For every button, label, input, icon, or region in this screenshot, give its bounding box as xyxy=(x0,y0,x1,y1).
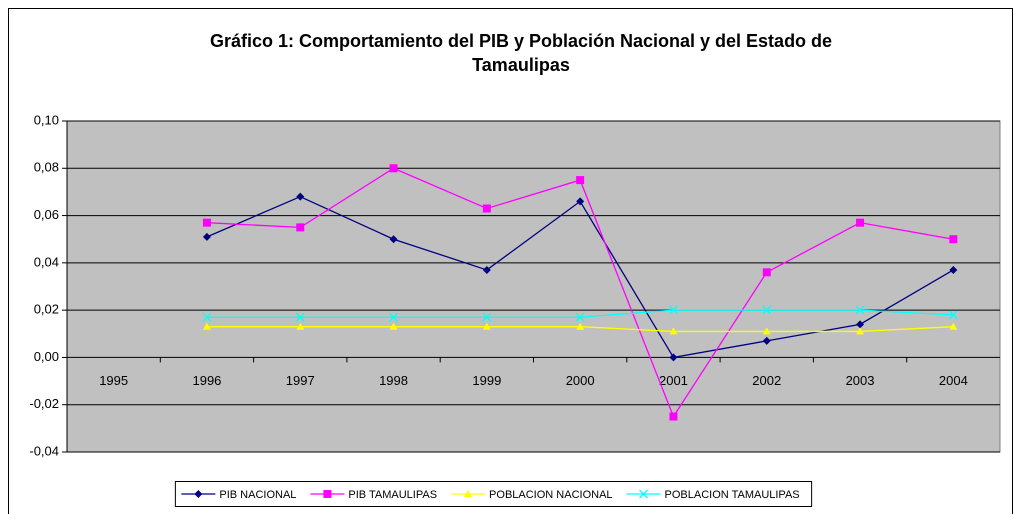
x-tick-label: 1996 xyxy=(192,373,221,388)
marker xyxy=(576,197,585,206)
marker xyxy=(668,305,678,315)
legend-box xyxy=(174,481,813,507)
y-tick-label: -0,02 xyxy=(29,396,59,411)
legend-label: PIB NACIONAL xyxy=(219,489,296,501)
marker xyxy=(295,312,305,322)
marker xyxy=(856,327,865,335)
marker xyxy=(576,322,585,330)
y-tick-label: 0,10 xyxy=(34,112,59,127)
marker xyxy=(949,265,958,274)
x-tick-label: 1999 xyxy=(472,373,501,388)
marker xyxy=(855,305,865,315)
marker xyxy=(949,235,958,244)
marker xyxy=(856,218,865,227)
x-tick-label: 2000 xyxy=(566,373,595,388)
marker xyxy=(762,305,772,315)
marker xyxy=(482,265,491,274)
legend-label: POBLACION TAMAULIPAS xyxy=(665,489,800,501)
chart-title: Gráfico 1: Comportamiento del PIB y Pobl… xyxy=(210,31,832,51)
marker xyxy=(482,322,491,330)
y-tick-label: 0,02 xyxy=(34,302,59,317)
marker xyxy=(639,489,648,499)
marker xyxy=(296,223,305,232)
plot-area xyxy=(66,120,1001,453)
marker xyxy=(762,327,771,335)
marker xyxy=(762,268,771,277)
legend-label: PIB TAMAULIPAS xyxy=(348,489,437,501)
x-tick-label: 2004 xyxy=(939,373,968,388)
marker xyxy=(948,310,958,320)
marker xyxy=(762,336,771,345)
marker xyxy=(323,490,332,498)
marker xyxy=(669,327,678,335)
marker xyxy=(949,322,958,330)
x-tick-label: 1995 xyxy=(99,373,128,388)
marker xyxy=(482,312,492,322)
marker xyxy=(202,218,211,227)
marker xyxy=(389,235,398,244)
legend: PIB NACIONAL PIB TAMAULIPAS POBLACION NACI… xyxy=(174,481,813,507)
marker xyxy=(669,353,678,362)
marker xyxy=(202,322,211,330)
marker xyxy=(856,320,865,329)
x-tick-label: 1998 xyxy=(379,373,408,388)
y-tick-label: 0,04 xyxy=(34,254,59,269)
marker xyxy=(669,412,678,421)
marker xyxy=(389,312,399,322)
marker xyxy=(202,312,212,322)
x-tick-label: 2002 xyxy=(752,373,781,388)
marker xyxy=(202,232,211,241)
marker xyxy=(296,192,305,201)
x-tick-label: 2003 xyxy=(846,373,875,388)
marker xyxy=(389,322,398,330)
x-tick-label: 2001 xyxy=(659,373,688,388)
y-tick-label: 0,06 xyxy=(34,207,59,222)
marker xyxy=(576,176,585,185)
y-tick-label: 0,08 xyxy=(34,160,59,175)
y-tick-label: 0,00 xyxy=(34,349,59,364)
marker xyxy=(464,490,473,497)
marker xyxy=(389,164,398,173)
chart-title: Tamaulipas xyxy=(472,55,570,75)
marker xyxy=(194,490,203,498)
marker xyxy=(575,312,585,322)
x-tick-label: 1997 xyxy=(286,373,315,388)
marker xyxy=(482,204,491,213)
marker xyxy=(296,322,305,330)
legend-label: POBLACION NACIONAL xyxy=(489,489,612,501)
y-tick-label: -0,04 xyxy=(29,443,59,458)
